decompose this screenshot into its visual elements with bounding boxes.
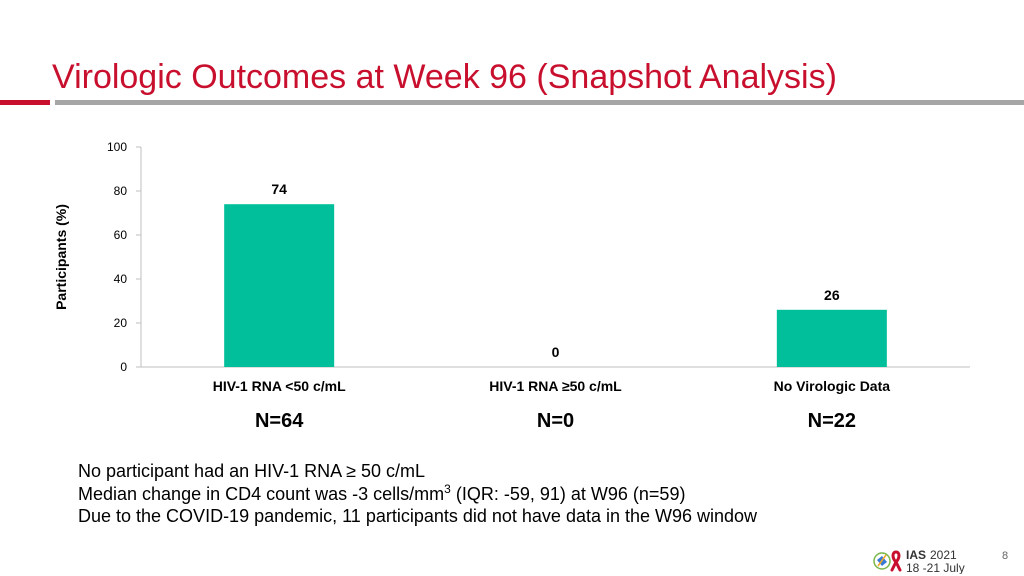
n-label: N=22	[808, 410, 856, 432]
page-number: 8	[1002, 550, 1009, 562]
category-label: HIV-1 RNA <50 c/mL	[213, 378, 346, 394]
data-label: 26	[824, 287, 840, 303]
y-tick-label: 80	[114, 184, 128, 198]
category-label: HIV-1 RNA ≥50 c/mL	[489, 378, 622, 394]
data-label: 0	[552, 344, 560, 360]
conference-logo: IAS 2021 18 -21 July	[873, 548, 965, 574]
bar	[776, 309, 887, 367]
n-label: N=0	[537, 410, 574, 432]
data-label: 74	[271, 181, 287, 197]
bar	[224, 204, 335, 367]
y-tick-label: 20	[114, 316, 128, 330]
slide-title: Virologic Outcomes at Week 96 (Snapshot …	[52, 58, 837, 96]
title-rule-accent	[0, 100, 50, 105]
y-tick-label: 40	[114, 272, 128, 286]
notes-block: No participant had an HIV-1 RNA ≥ 50 c/m…	[78, 460, 757, 528]
note-line: Due to the COVID-19 pandemic, 11 partici…	[78, 506, 758, 526]
bar-chart: 0 20 40 60 80 100 Participants (%) 74 HIV-1 RNA …	[53, 140, 970, 432]
cd4-note-text: Median change in CD4 count was -3 cells/…	[78, 483, 445, 504]
conference-logo-icon	[873, 550, 902, 572]
logo-dates: 18 -21 July	[906, 561, 965, 574]
logo-name: IAS	[906, 548, 926, 562]
y-tick-label: 100	[107, 140, 127, 154]
cd4-note-superscript: 3	[444, 481, 451, 496]
n-label: N=64	[255, 410, 304, 432]
logo-year: 2021	[930, 548, 957, 562]
note-line-cd4: Median change in CD4 count was -3 cells/…	[78, 483, 757, 506]
y-tick-label: 0	[120, 360, 127, 374]
category-label: No Virologic Data	[774, 378, 891, 394]
y-axis-label: Participants (%)	[53, 204, 69, 310]
note-line: No participant had an HIV-1 RNA ≥ 50 c/m…	[78, 461, 426, 481]
y-tick-label: 60	[114, 228, 128, 242]
cd4-note-tail: (IQR: -59, 91) at W96 (n=59)	[450, 483, 686, 504]
title-rule	[55, 100, 1024, 105]
